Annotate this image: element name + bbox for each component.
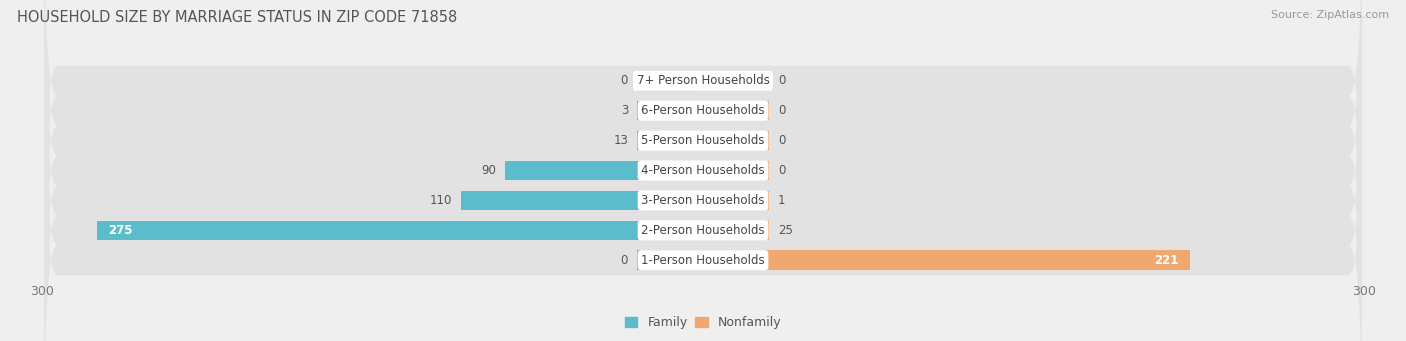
Bar — [637, 251, 703, 270]
Bar — [703, 251, 1189, 270]
Bar — [97, 221, 703, 240]
Text: 110: 110 — [429, 194, 451, 207]
Text: 1-Person Households: 1-Person Households — [641, 254, 765, 267]
FancyBboxPatch shape — [45, 66, 1361, 341]
Bar — [637, 131, 703, 150]
Bar — [703, 161, 769, 180]
Bar — [637, 71, 703, 90]
FancyBboxPatch shape — [45, 0, 1361, 245]
Text: 0: 0 — [778, 134, 786, 147]
FancyBboxPatch shape — [45, 36, 1361, 341]
Text: 13: 13 — [613, 134, 628, 147]
Text: 0: 0 — [778, 74, 786, 87]
Text: 2-Person Households: 2-Person Households — [641, 224, 765, 237]
Bar — [703, 221, 769, 240]
Text: 5-Person Households: 5-Person Households — [641, 134, 765, 147]
Text: 221: 221 — [1154, 254, 1178, 267]
Bar — [703, 131, 769, 150]
Text: 0: 0 — [778, 104, 786, 117]
Legend: Family, Nonfamily: Family, Nonfamily — [620, 311, 786, 335]
Text: 1: 1 — [778, 194, 786, 207]
Bar — [637, 101, 703, 120]
FancyBboxPatch shape — [45, 6, 1361, 335]
Text: 0: 0 — [778, 164, 786, 177]
Text: 4-Person Households: 4-Person Households — [641, 164, 765, 177]
Text: 275: 275 — [108, 224, 132, 237]
Text: Source: ZipAtlas.com: Source: ZipAtlas.com — [1271, 10, 1389, 20]
Bar — [703, 101, 769, 120]
FancyBboxPatch shape — [45, 0, 1361, 305]
Bar — [505, 161, 703, 180]
Text: 3: 3 — [620, 104, 628, 117]
Text: 25: 25 — [778, 224, 793, 237]
Text: 90: 90 — [481, 164, 496, 177]
Text: 0: 0 — [620, 254, 628, 267]
FancyBboxPatch shape — [45, 96, 1361, 341]
Text: 6-Person Households: 6-Person Households — [641, 104, 765, 117]
Bar — [703, 71, 769, 90]
Bar — [461, 191, 703, 210]
Bar — [703, 191, 769, 210]
Text: HOUSEHOLD SIZE BY MARRIAGE STATUS IN ZIP CODE 71858: HOUSEHOLD SIZE BY MARRIAGE STATUS IN ZIP… — [17, 10, 457, 25]
Text: 0: 0 — [620, 74, 628, 87]
Text: 3-Person Households: 3-Person Households — [641, 194, 765, 207]
Text: 7+ Person Households: 7+ Person Households — [637, 74, 769, 87]
FancyBboxPatch shape — [45, 0, 1361, 275]
